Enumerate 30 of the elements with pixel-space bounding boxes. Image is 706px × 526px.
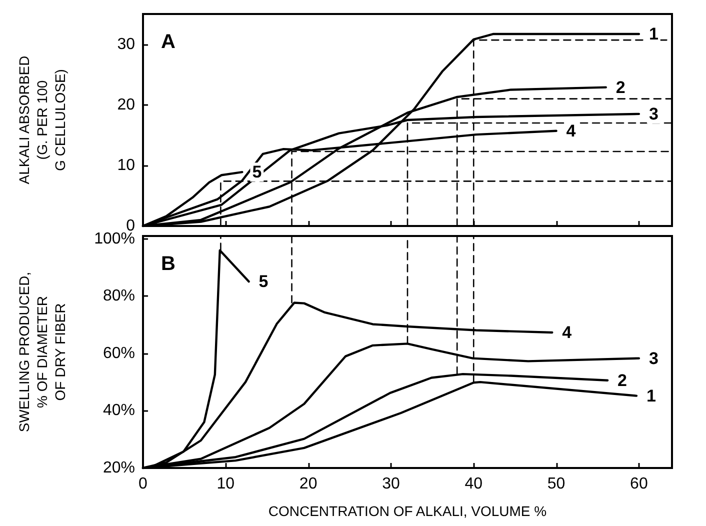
x-tick-label: 10 [216,476,235,492]
annotation: A [161,31,176,53]
series-label: 5 [258,272,268,292]
y-tick-label: 30 [117,36,136,53]
series-label: 3 [648,104,658,124]
series-label: 1 [648,24,658,44]
series-label: 5 [252,162,262,182]
x-tick-label: 0 [138,476,148,492]
y-tick-label: 40% [102,402,135,420]
y-tick-label: 60% [102,344,135,362]
x-tick-label: 30 [382,476,400,492]
y-tick-label: 100% [94,230,135,248]
y-tick-label: 80% [102,288,135,305]
y-axis-title: SWELLING PRODUCED, % OF DIAMETER OF DRY FIBER [16,272,68,432]
series-label: 2 [616,78,626,97]
x-tick-label: 40 [464,476,483,492]
series-label: 2 [618,370,627,390]
series-label: 3 [648,348,658,368]
y-axis-title: ALKALI ABSORBED (G. PER 100 G CELLULOSE) [16,56,68,184]
x-tick-label: 20 [299,476,318,492]
series-label: 4 [566,121,576,140]
series-label: 4 [562,323,572,342]
series-label: 1 [646,386,656,406]
annotation: B [161,253,176,275]
y-tick-label: 20% [102,460,135,476]
y-tick-label: 10 [117,156,136,174]
y-tick-label: 20 [117,96,136,114]
x-tick-label: 60 [630,476,648,492]
x-tick-label: 50 [547,476,566,492]
x-axis-title: CONCENTRATION OF ALKALI, VOLUME % [268,503,547,519]
